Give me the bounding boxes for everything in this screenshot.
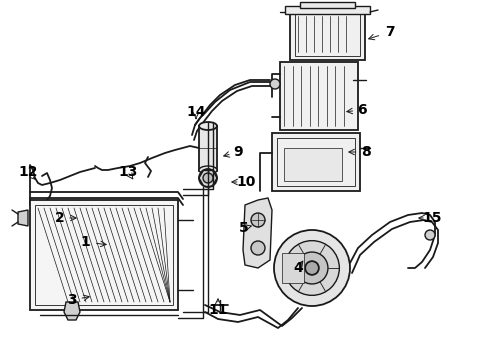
Circle shape [305, 261, 319, 275]
Polygon shape [243, 198, 272, 268]
Circle shape [425, 230, 435, 240]
Circle shape [270, 79, 280, 89]
Text: 15: 15 [422, 211, 442, 225]
Circle shape [251, 241, 265, 255]
Text: 6: 6 [357, 103, 367, 117]
Bar [284, 148, 342, 181]
Text: 5: 5 [239, 221, 249, 235]
Text: 12: 12 [18, 165, 38, 179]
Text: 14: 14 [186, 105, 206, 119]
Circle shape [285, 240, 340, 295]
Text: 10: 10 [236, 175, 256, 189]
Bar [285, 6, 370, 14]
Circle shape [203, 173, 213, 183]
Text: 11: 11 [208, 303, 228, 317]
Text: 2: 2 [55, 211, 65, 225]
Bar [277, 138, 355, 186]
Text: 7: 7 [385, 25, 395, 39]
Bar [295, 14, 360, 56]
Ellipse shape [199, 166, 217, 174]
Ellipse shape [199, 122, 217, 130]
Bar [280, 62, 358, 130]
Text: 4: 4 [293, 261, 303, 275]
Bar [290, 10, 365, 60]
Text: 13: 13 [118, 165, 138, 179]
Polygon shape [18, 210, 28, 226]
Circle shape [251, 213, 265, 227]
Text: 9: 9 [233, 145, 243, 159]
Circle shape [296, 252, 328, 284]
Circle shape [199, 169, 217, 187]
Bar [30, 200, 178, 310]
Bar [35, 205, 173, 305]
Text: 1: 1 [80, 235, 90, 249]
Bar [199, 126, 217, 171]
Bar [282, 253, 304, 283]
Text: 3: 3 [67, 293, 77, 307]
Circle shape [274, 230, 350, 306]
Bar [272, 133, 360, 191]
Polygon shape [64, 302, 80, 320]
Text: 8: 8 [361, 145, 371, 159]
Bar [300, 2, 355, 8]
